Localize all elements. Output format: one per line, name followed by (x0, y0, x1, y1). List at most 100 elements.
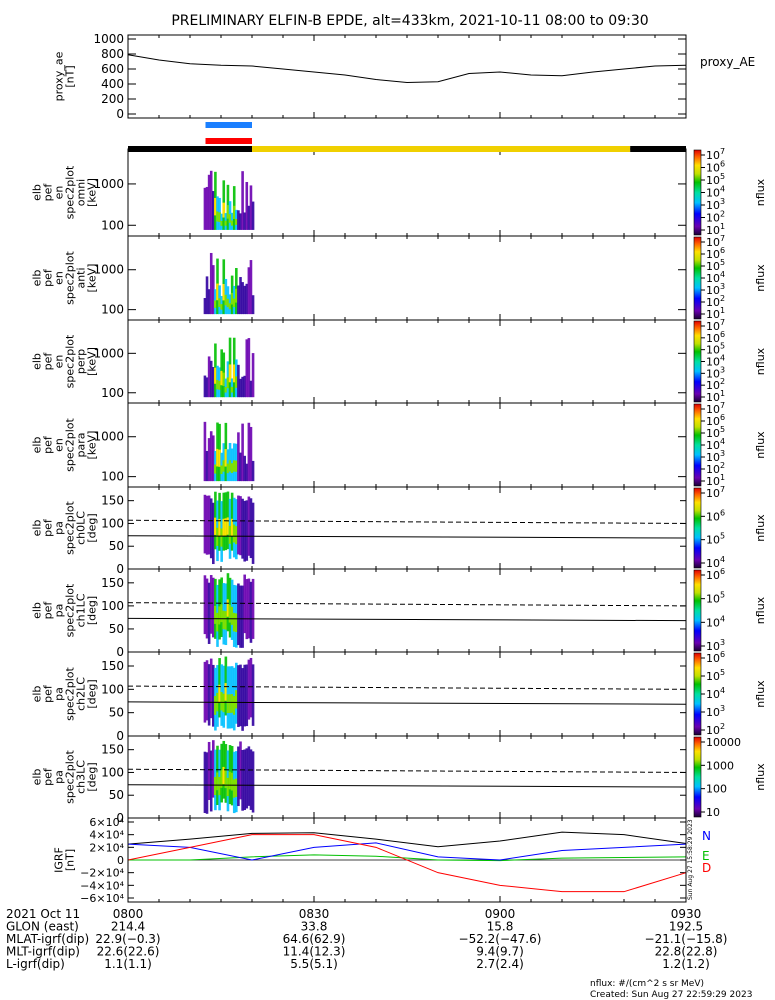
colorbar-tick-exponent: 6 (720, 330, 725, 339)
spectrogram-cell (226, 463, 230, 474)
loss-cone-line (127, 784, 687, 788)
spectrogram-cell (205, 495, 209, 555)
ylabel-line: [deg] (86, 762, 99, 791)
colorbar-tick-label: 10 (706, 332, 720, 345)
colorbar-tick-label: 10 (706, 557, 720, 570)
colorbar-tick-exponent: 2 (720, 722, 725, 731)
ylabel-line: elb (31, 270, 44, 287)
colorbar-tick-label: 10 (706, 284, 720, 297)
colorbar-gradient (693, 736, 702, 818)
spectrogram-cell (251, 353, 255, 398)
spectrogram-cell (216, 379, 219, 390)
spectrogram-cell (205, 660, 209, 721)
colorbar-tick-exponent: 4 (720, 354, 725, 363)
colorbar-tick-label: 10 (706, 616, 720, 629)
colorbar-tick-label: 10 (706, 379, 720, 392)
spectrogram-cell (224, 683, 228, 701)
spectrogram-cell (239, 452, 242, 482)
spectrogram-cell (249, 498, 253, 559)
colorbar-tick-label: 10 (706, 640, 720, 653)
colorbar-tick-exponent: 5 (720, 425, 725, 434)
spectrogram-cell (247, 578, 251, 639)
ylabel-line: elb (31, 520, 44, 537)
colorbar: 10000 1000 100 10 nflux (693, 736, 767, 819)
timestamp-stamp: Sun Aug 27 15:58:29 2023 (687, 819, 694, 900)
colorbar-tick-exponent: 3 (720, 449, 725, 458)
colorbar-tick-label: 10 (706, 296, 720, 309)
spectrogram-cell (239, 213, 242, 230)
ylabel-line: spec2plot (64, 165, 77, 219)
y-tick-label: 100 (101, 218, 124, 232)
colorbar-tick-exponent: 1 (720, 473, 725, 482)
colorbar-label: nflux (754, 680, 767, 708)
y-tick-label: 100 (101, 765, 124, 779)
spectrogram-cell (235, 778, 238, 797)
ylabel-line: elb (31, 184, 44, 201)
ylabel-line: [deg] (86, 513, 99, 542)
x-axis-row-value: 1.2(1.2) (662, 957, 710, 971)
spectrogram-cell (222, 518, 226, 537)
spectrogram-cell (235, 288, 238, 303)
spectrogram-blob (203, 170, 255, 230)
spectrogram-cell (226, 599, 230, 617)
spectrogram-cell (220, 465, 223, 475)
spectrogram-cell (228, 771, 232, 790)
spectrogram-cell (230, 694, 234, 713)
spectrogram-cell (205, 752, 209, 814)
colorbar-tick-label: 10 (706, 308, 720, 321)
colorbar-label: nflux (754, 431, 767, 459)
y-tick-label: 100 (101, 682, 124, 696)
spectrogram-cell (235, 218, 238, 225)
spectrogram-cell (245, 579, 249, 640)
colorbar-gradient (693, 569, 702, 652)
spectrogram-cell (243, 500, 246, 562)
y-tick-label: 800 (101, 47, 124, 61)
x-axis-row-label: 2021 Oct 11 (6, 907, 80, 921)
spectrogram-cell (237, 495, 240, 555)
x-axis-row-value: 33.8 (301, 920, 328, 934)
spectrogram-cell (214, 696, 217, 715)
y-tick-label: 4×10⁴ (89, 829, 124, 842)
spectrogram-cell (220, 604, 223, 623)
spectrogram-cell (241, 668, 244, 731)
colorbar-tick-label: 10 (706, 248, 720, 261)
colorbar-label: nflux (754, 264, 767, 292)
spectrogram-cell (230, 386, 234, 393)
bar-black-2 (630, 146, 686, 152)
y-tick-label: 150 (101, 576, 124, 590)
colorbar-tick-exponent: 3 (720, 282, 725, 291)
spectrogram-cell (230, 772, 234, 791)
spectrogram-cell (228, 694, 232, 713)
spectrogram-cell (230, 463, 234, 473)
spectrogram-cell (205, 450, 209, 482)
colorbar-tick-exponent: 3 (720, 365, 725, 374)
ylabel-line: pa (53, 687, 66, 701)
spectrogram-cell (237, 665, 240, 727)
spectrogram-cell (241, 376, 244, 398)
spectrogram-cell (249, 581, 253, 643)
colorbar-tick-label: 10 (706, 224, 720, 237)
spectrogram-cell (228, 604, 232, 623)
colorbar-tick-exponent: 6 (720, 160, 725, 169)
spectrogram-cell (212, 577, 215, 638)
y-tick-label: 1000 (93, 430, 124, 444)
spectrogram-cell (232, 298, 236, 308)
ylabel-line: pef (42, 435, 55, 454)
colorbar-tick-exponent: 4 (720, 614, 725, 623)
colorbar-label: nflux (754, 514, 767, 542)
colorbar-tick-exponent: 4 (720, 270, 725, 279)
spectrogram-cell (245, 283, 249, 315)
colorbar-gradient (693, 652, 702, 736)
colorbar-tick-label: 10 (706, 463, 720, 476)
spectrogram-blob (203, 337, 255, 398)
spectrogram-cell (251, 201, 255, 230)
spectrogram-cell (212, 367, 215, 398)
igrf-legend-N: N (702, 829, 711, 843)
colorbar-gradient (693, 320, 702, 403)
ylabel-line: perp (75, 349, 88, 374)
spectrogram-cell (209, 252, 213, 315)
ylabel-line: elb (31, 602, 44, 619)
